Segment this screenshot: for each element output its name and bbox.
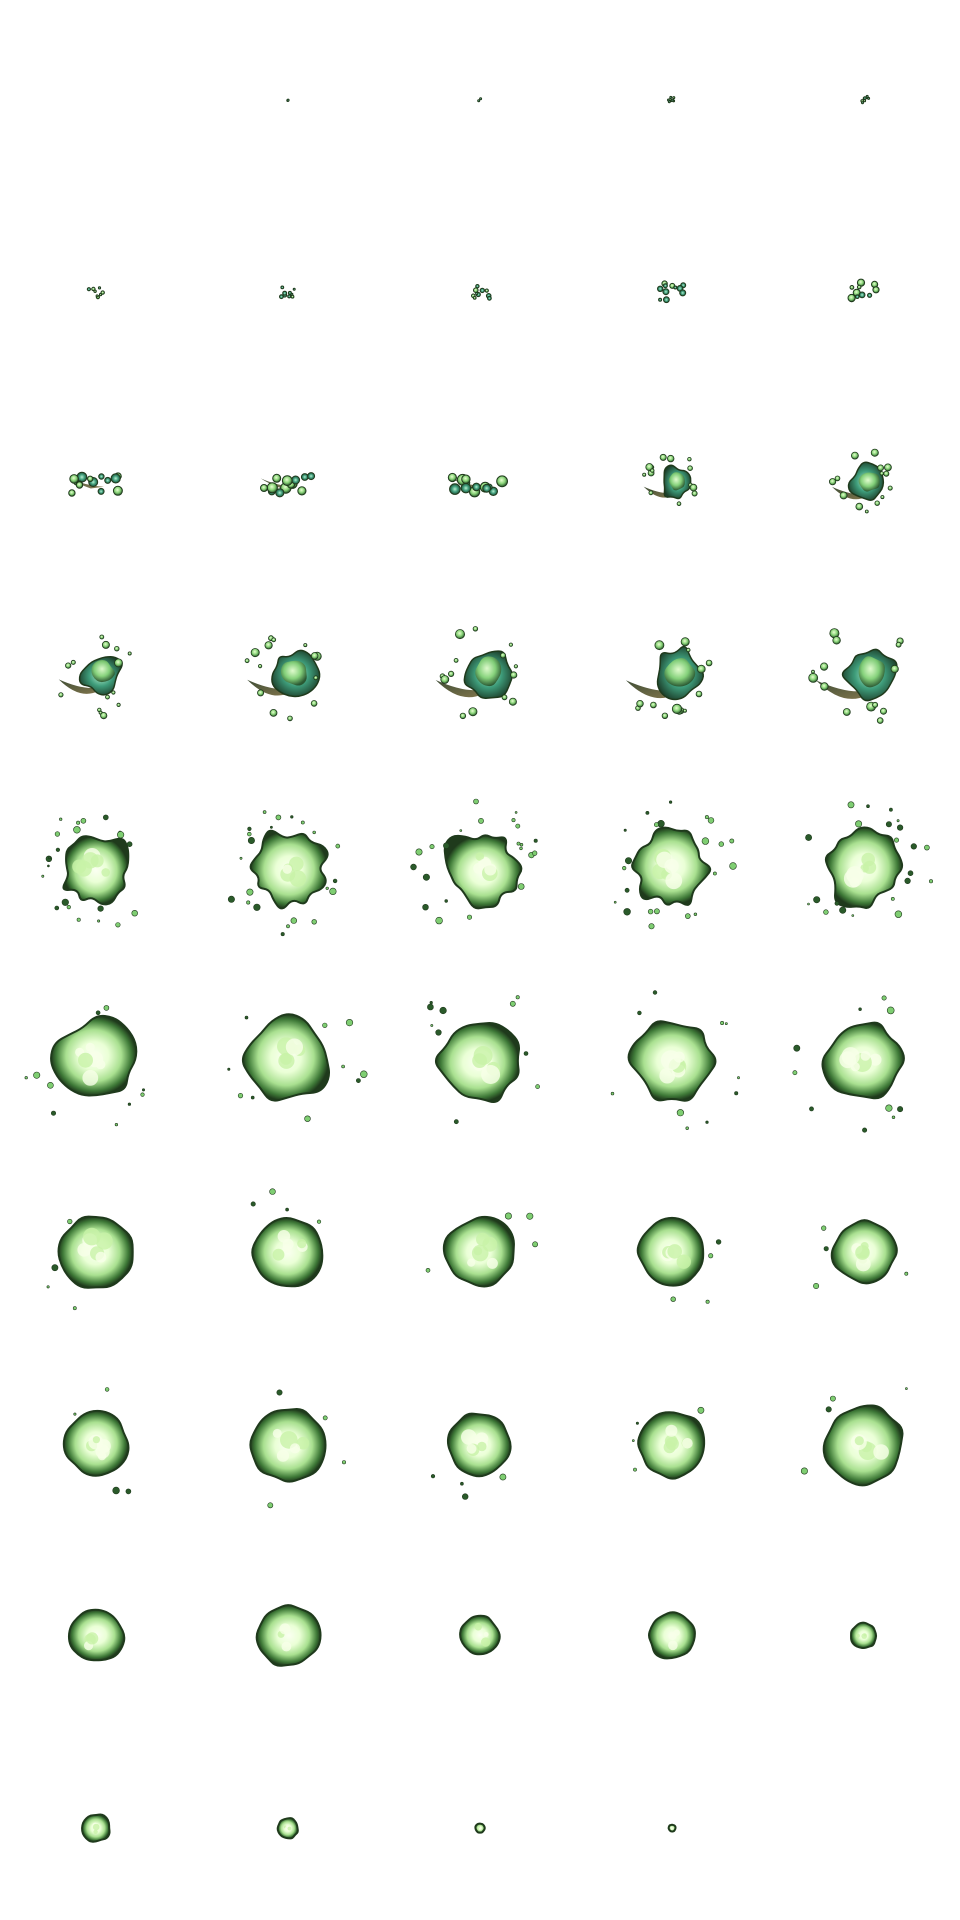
sprite-frame-2	[477, 97, 483, 103]
sprite-frame-25	[24, 1005, 146, 1127]
sprite-frame-10	[68, 471, 123, 497]
sprite-frame-30	[46, 1215, 134, 1311]
sprite-frame-39	[800, 1387, 908, 1487]
sprite-frame-6	[279, 285, 296, 300]
sprite-frame-44	[850, 1621, 878, 1650]
sprite-frame-47	[474, 1822, 486, 1834]
sprite-frame-34	[813, 1219, 909, 1290]
sprite-frame-5	[86, 286, 105, 300]
sprite-frame-22	[410, 798, 538, 925]
sprite-frame-32	[425, 1212, 538, 1288]
sprite-frame-45	[81, 1813, 111, 1843]
sprite-frame-36	[249, 1389, 346, 1509]
sprite-frame-28	[610, 990, 740, 1130]
sprite-frame-37	[430, 1412, 512, 1500]
sprite-frame-29	[792, 995, 905, 1133]
sprite-frame-7	[471, 284, 492, 301]
sprite-frame-8	[657, 280, 687, 304]
sprite-frame-38	[631, 1406, 706, 1480]
sprite-frame-27	[427, 995, 540, 1125]
sprite-frame-43	[648, 1611, 696, 1660]
sprite-frame-24	[805, 801, 933, 918]
sprite-frame-15	[58, 634, 132, 720]
sprite-frame-12	[447, 472, 509, 498]
sprite-frame-40	[67, 1608, 126, 1662]
sprite-frame-19	[808, 628, 904, 724]
sprite-frame-21	[227, 810, 341, 937]
sprite-frame-41	[255, 1604, 322, 1667]
sprite-frame-26	[227, 1013, 368, 1122]
sprite-frame-9	[847, 278, 880, 303]
sprite-frame-42	[459, 1614, 501, 1656]
sprite-frame-3	[667, 95, 676, 104]
sprite-frame-16	[244, 635, 322, 722]
sprite-frame-20	[41, 814, 138, 928]
sprite-frame-11	[260, 472, 316, 498]
sprite-frame-1	[286, 98, 290, 102]
sprite-frame-23	[613, 800, 737, 930]
sprite-frame-18	[625, 637, 713, 719]
sprite-frame-13	[642, 453, 698, 507]
sprite-frame-33	[636, 1216, 722, 1304]
sprite-frame-4	[860, 94, 871, 105]
sprite-frame-48	[667, 1823, 677, 1833]
sprite-frame-31	[250, 1188, 324, 1288]
sprite-frame-17	[435, 626, 519, 720]
sprite-frame-14	[828, 448, 893, 514]
sprite-frame-46	[276, 1817, 299, 1840]
sprite-frame-35	[62, 1387, 132, 1495]
